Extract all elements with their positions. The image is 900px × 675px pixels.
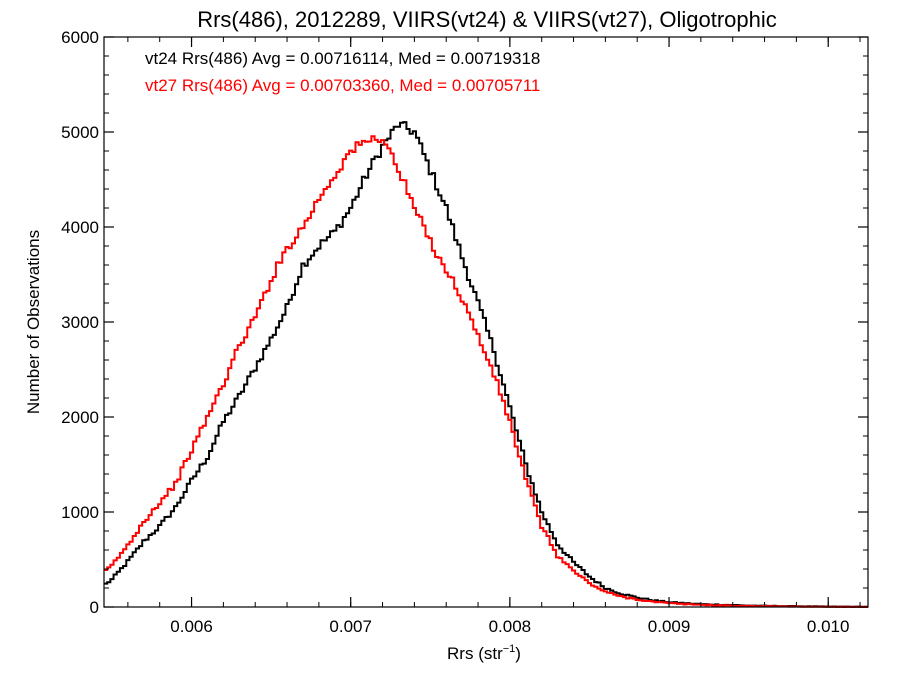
x-tick-label: 0.007: [329, 617, 372, 636]
x-axis-label-superscript: −1: [503, 643, 516, 655]
x-tick-label: 0.008: [489, 617, 532, 636]
y-tick-label: 3000: [61, 313, 99, 332]
x-tick-label: 0.009: [648, 617, 691, 636]
x-axis-label-end: ): [515, 644, 521, 663]
series-layer: [104, 121, 868, 608]
annotation-vt24: vt24 Rrs(486) Avg = 0.00716114, Med = 0.…: [145, 49, 540, 68]
x-axis-label: Rrs (str−1): [447, 643, 521, 663]
chart-title: Rrs(486), 2012289, VIIRS(vt24) & VIIRS(v…: [197, 7, 777, 32]
plot-area: 0.006 0.007 0.008 0.009 0.010 0 1000 2000 3000 40…: [61, 28, 869, 636]
x-axis-label-main: Rrs (str: [447, 644, 503, 663]
y-tick-label: 4000: [61, 218, 99, 237]
y-tick-label: 2000: [61, 408, 99, 427]
x-tick-label: 0.010: [807, 617, 850, 636]
y-axis-label: Number of Observations: [24, 230, 43, 414]
annotation-vt27: vt27 Rrs(486) Avg = 0.00703360, Med = 0.…: [145, 76, 540, 95]
series-vt27-line: [104, 135, 868, 608]
y-tick-label: 1000: [61, 503, 99, 522]
y-tick-label: 0: [90, 598, 99, 617]
series-vt24-line: [104, 121, 868, 608]
y-tick-label: 6000: [61, 28, 99, 47]
x-tick-label: 0.006: [170, 617, 213, 636]
y-tick-label: 5000: [61, 123, 99, 142]
ticks-layer: 0.006 0.007 0.008 0.009 0.010 0 1000 2000 3000 40…: [61, 28, 868, 636]
